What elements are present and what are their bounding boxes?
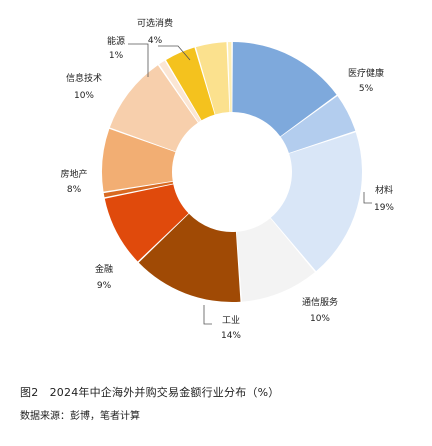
leader-line [158, 45, 191, 61]
donut-slice [227, 42, 232, 113]
donut-slice [232, 42, 337, 137]
slice-value: 10% [74, 91, 94, 101]
leader-line [128, 43, 149, 77]
slice-label: 材料 [375, 184, 393, 196]
slice-value: 14% [221, 331, 241, 341]
slice-value: 8% [67, 185, 82, 195]
donut-slice [102, 128, 176, 192]
donut-slice [104, 184, 189, 262]
slice-label: 能源 [107, 35, 125, 47]
chart-svg: 医疗健康 5% 材料 19% 通信服务 10% 工业 14% 金融 9% 房地产 8% 信息技术 10% 能… [60, 17, 394, 341]
leader-line [203, 305, 212, 325]
slice-value: 5% [359, 84, 374, 94]
slice-label: 医疗健康 [348, 67, 384, 79]
donut-slice [236, 218, 315, 302]
slice-value: 4% [148, 36, 163, 46]
donut-slice [195, 42, 230, 115]
donut-slice [270, 132, 362, 272]
donut-slice [166, 47, 215, 121]
donut-slice [280, 96, 356, 153]
slice-label: 金融 [95, 263, 113, 275]
donut-slice [109, 65, 198, 152]
leader-line [363, 192, 372, 204]
data-source: 数据来源：彭博，笔者计算 [20, 411, 140, 422]
donut-slice [159, 60, 201, 123]
figure-caption: 图2 2024年中企海外并购交易金额行业分布（%） [20, 386, 280, 399]
donut-slice [103, 181, 174, 198]
slice-value: 9% [97, 281, 112, 291]
slice-label: 通信服务 [302, 296, 338, 308]
slice-label: 房地产 [60, 168, 87, 180]
slice-label: 可选消费 [137, 17, 173, 29]
slice-value: 10% [310, 314, 330, 324]
slice-value: 1% [109, 51, 124, 61]
donut-slice [138, 213, 241, 303]
slice-value: 19% [374, 203, 394, 213]
slice-label: 工业 [222, 315, 240, 326]
slice-label: 信息技术 [66, 72, 102, 84]
donut-chart: 医疗健康 5% 材料 19% 通信服务 10% 工业 14% 金融 9% 房地产 8% 信息技术 10% 能… [60, 17, 394, 341]
